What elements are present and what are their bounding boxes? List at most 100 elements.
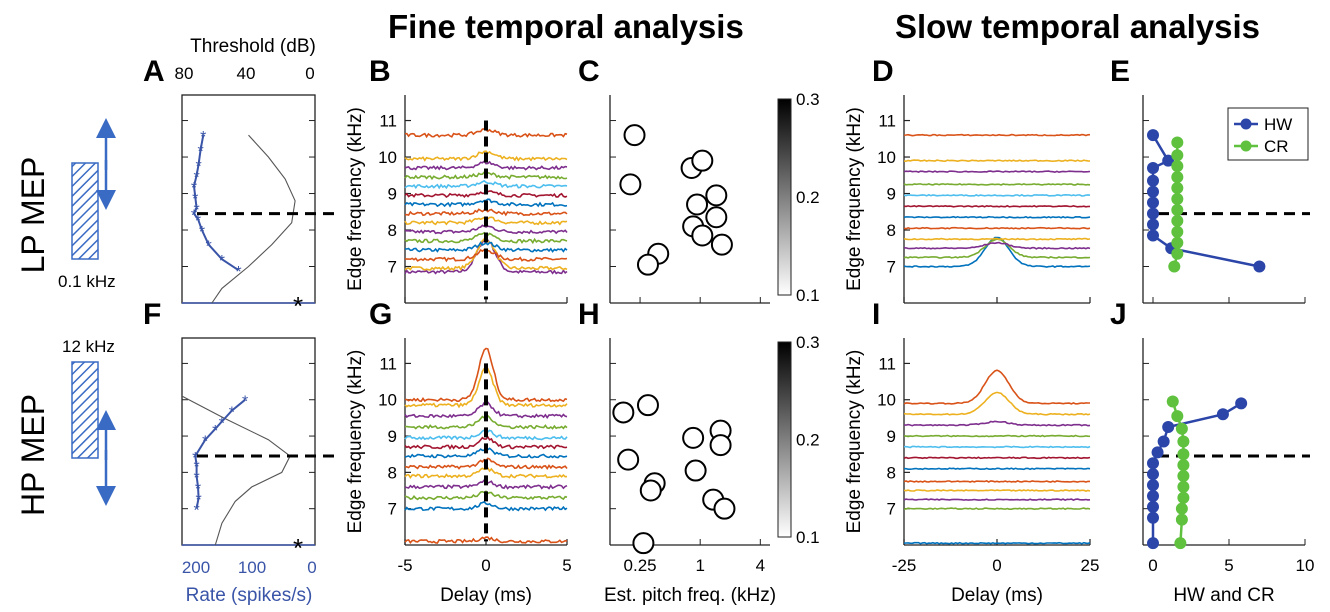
hp-freq-label: 12 kHz [62,337,115,356]
panel-A-threshold-curve [211,134,296,304]
panel-H-colorbar-tick: 0.3 [796,333,820,352]
lp-stimulus-schematic: 0.1 kHz [58,118,116,291]
panel-E-hw-point [1147,129,1159,142]
panel-C-scatter-point [705,184,728,207]
panel-D-series-line [903,193,1091,197]
panel-E-cr-point [1171,214,1184,227]
panel-J-xtick-label: 0 [1148,556,1157,575]
panel-A-rate-point: * [235,264,241,281]
panel-A-rate-point: * [198,144,204,161]
panel-H-scatter-point [682,426,705,449]
panel-H-scatter-point [636,394,659,417]
panel-I-ytick-label: 7 [887,500,896,519]
panel-D-series-line [903,237,1091,241]
panel-J-cr-point [1177,491,1190,504]
panel-E-cr-point [1168,260,1181,273]
panel-J-xtick-label: 5 [1224,556,1233,575]
panel-A: **************Threshold (dB)80 40 0 [175,36,337,321]
panel-C-colorbar-tick: 0.1 [796,286,820,305]
panel-D-ytick-label: 10 [877,148,896,167]
rate-tick-label: 100 [238,558,266,577]
panel-G-series-line [404,500,568,512]
panel-C-colorbar-tick: 0.2 [796,188,820,207]
panel-E-cr-point [1171,160,1184,173]
panel-J-cr-point [1171,410,1184,423]
panel-H-colorbar-tick: 0.2 [796,431,820,450]
panel-A-rate-point: * [192,191,198,208]
panel-G-ytick-label: 7 [388,500,397,519]
panel-H: 0.25 1 4 Est. pitch freq. (kHz) 0.3 0.2 0.1 [604,333,820,606]
panel-G-ytick-label: 9 [388,427,397,446]
panel-D-ylabel: Edge frequency (kHz) [844,107,865,291]
legend-box [1227,107,1309,161]
panel-D-ytick-label: 9 [887,185,896,204]
panel-J-hw-point [1157,435,1170,448]
panel-letter-A: A [143,55,165,88]
panel-B-series-line [404,150,568,162]
panel-B-ytick-label: 7 [388,258,397,277]
panel-I-xtick-label: 0 [992,556,1001,575]
panel-J-cr-point [1175,502,1188,515]
threshold-tick-label: 0 [305,64,314,83]
panel-D-series-line [903,204,1091,208]
panel-E-hw-point [1147,196,1159,209]
panel-F-star-marker: * [293,533,303,563]
lp-freq-label: 0.1 kHz [58,272,116,291]
panel-F-rate-point: * [196,492,202,509]
panel-F-threshold-curve [181,395,291,546]
lp-hatched-band [71,162,99,260]
panel-H-xtick-label: 4 [756,556,765,575]
panel-I-xtick-label: 25 [1081,556,1100,575]
panel-G-ylabel: Edge frequency (kHz) [345,350,366,534]
panel-B-ylabel: Edge frequency (kHz) [345,107,366,291]
panel-letter-F: F [143,298,161,331]
panel-F-rate-point: * [212,423,218,440]
panel-F-rate-point: * [219,416,225,433]
panel-C-scatter-point [686,193,709,216]
legend-marker-cr [1240,140,1252,152]
panel-D-ytick-label: 7 [887,258,896,277]
panel-F-rate-point: * [194,470,200,487]
legend-label-cr: CR [1264,137,1289,156]
panel-I-series-line [903,498,1091,501]
panel-A-rate-point: * [199,224,205,241]
panel-I-ytick-label: 10 [877,391,896,410]
panel-B-series-line [404,198,568,208]
panel-C-scatter-point [691,149,714,172]
panel-E-cr-point [1171,171,1184,184]
panel-J-cr-point [1177,459,1190,472]
panel-A-frame [181,94,316,304]
panel-A-rate-point: * [195,213,201,230]
panel-J-hw-point [1147,537,1159,550]
panel-G-ytick-label: 10 [378,391,397,410]
panel-G-series-line [404,536,568,545]
panel-E-hw-point [1147,174,1159,187]
panel-A-rate-point: * [205,239,211,256]
panel-C: 0.3 0.2 0.1 [609,90,820,305]
panel-E-hw-point [1162,154,1175,167]
panel-J-xlabel: HW and CR [1173,585,1274,606]
panel-B-ytick-label: 10 [378,148,397,167]
panel-H-scatter-point [713,497,736,520]
panel-F-rate-point: * [242,394,248,411]
panel-F-rate-point: * [192,450,198,467]
panel-letter-H: H [578,298,600,331]
panel-B: 7 8 9 10 11 Edge frequency (kHz) [345,95,568,304]
panel-letter-D: D [872,55,894,88]
panel-E-hw-point [1147,207,1159,220]
panel-B-series-line [404,241,568,253]
row-label-hp: HP MEP [15,394,51,516]
panel-D-ytick-label: 8 [887,221,896,240]
panel-J-cr-point [1177,435,1190,448]
panel-D-ytick-label: 11 [878,112,896,131]
panel-J-hw-point [1151,446,1164,459]
panel-F-rate-point: * [194,503,200,520]
rate-tick-label: 200 [182,558,210,577]
panel-letter-B: B [369,55,391,88]
panel-I-xtick-label: -25 [892,556,917,575]
panel-B-ytick-label: 11 [379,112,397,131]
panel-A-star-marker: * [293,291,303,321]
panel-I-series-line [903,369,1090,405]
panel-G-xlabel: Delay (ms) [440,585,532,606]
panel-A-rate-point: * [196,158,202,175]
